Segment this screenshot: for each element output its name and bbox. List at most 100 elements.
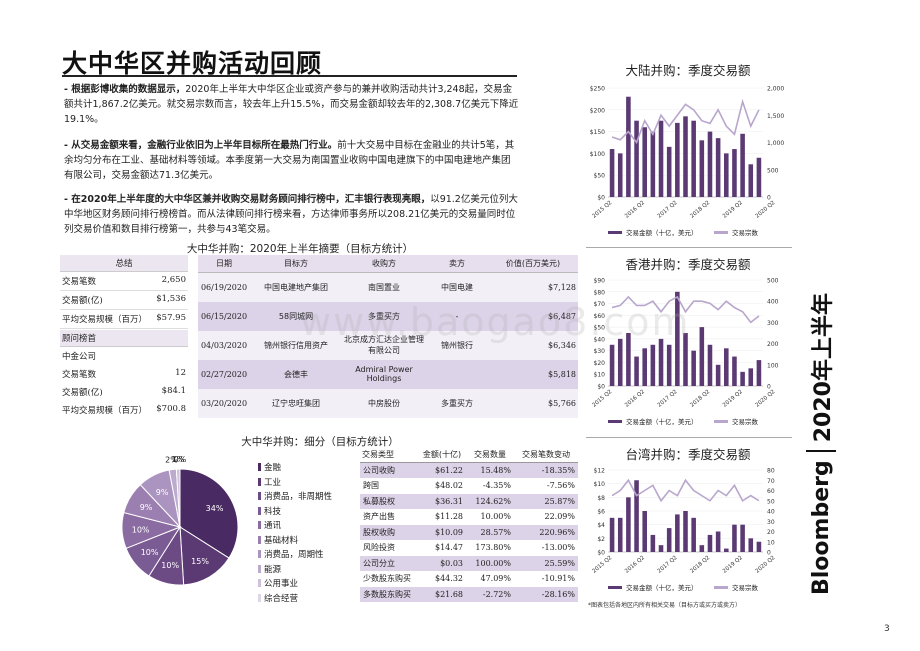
chart-divider [586, 437, 792, 438]
legend-item: 能源 [258, 562, 332, 577]
deal-count-change: -4.35% [482, 481, 511, 491]
y-left-tick: $30 [594, 348, 606, 355]
col-count: 交易数量 [466, 447, 514, 463]
pie-slice-label: 0% [174, 455, 187, 464]
x-tick: 2019 Q2 [722, 389, 744, 409]
chart-mainland: $0 $50 $100 $150 $200 $250 0 500 1,000 1,500 2,000… [590, 86, 785, 238]
legend-swatch [258, 564, 261, 573]
bar [724, 348, 729, 386]
bar [626, 497, 631, 552]
table-row: 私募股权 $36.31 124.62% 25.87% [360, 493, 578, 509]
y-left-tick: $0 [597, 195, 605, 202]
watermark: www.baogao8.com [300, 300, 691, 344]
legend-label: 交易金额（十亿，美元） [626, 228, 698, 237]
x-tick: 2015 Q2 [591, 389, 613, 409]
deal-value: $5,766 [488, 388, 578, 418]
deal-amount: $14.47 [435, 543, 463, 553]
y-left-tick: $2 [597, 536, 605, 543]
deal-amount: $44.32 [435, 574, 463, 584]
y-left-tick: $0 [597, 550, 605, 557]
bar [626, 96, 631, 197]
adviser-label: 交易笔数 [62, 370, 97, 380]
bar [756, 360, 762, 386]
deal-target: 中国电建地产集团 [250, 272, 342, 302]
legend-label: 交易宗数 [732, 417, 759, 426]
table-row: 股权收购 $10.09 28.57% 220.96% [360, 524, 578, 540]
legend-swatch [258, 506, 261, 515]
x-tick: 2017 Q2 [657, 555, 679, 575]
deal-type: 私募股权 [360, 493, 418, 509]
table-header-row: 交易类型 金额(十亿) 交易数量 交易笔数变动 [360, 447, 578, 463]
paragraph-1-lead: - 根据彭博收集的数据显示， [64, 84, 186, 95]
bar [683, 511, 688, 552]
bar [658, 338, 664, 386]
deal-target: 58同城网 [250, 301, 342, 331]
totals-header: 总结 [60, 255, 188, 272]
deal-target: 锦州银行信用资产 [250, 330, 342, 360]
pie-slice-label: 9% [156, 488, 169, 497]
top-deals-table: 日期 目标方 收购方 卖方 价值(百万美元) 06/19/2020 中国电建地产集… [198, 255, 578, 418]
totals-value: $1,536 [156, 294, 186, 304]
legend-swatch [258, 521, 261, 530]
chart-taiwan-title: 台湾并购：季度交易额 [625, 447, 751, 462]
adviser-label: 平均交易规模（百万） [62, 406, 148, 416]
bar [650, 131, 656, 197]
deal-value: $6,487 [488, 301, 578, 331]
adviser-header: 顾问榜首 [60, 330, 188, 347]
deal-seller: 多重买方 [426, 388, 488, 418]
bar [740, 371, 745, 386]
totals-row: 交易额(亿) $1,536 [60, 291, 188, 310]
totals-label: 平均交易规模（百万） [62, 315, 148, 325]
deal-value: $7,128 [488, 272, 578, 302]
legend-label: 消费品，周期性 [264, 550, 324, 561]
legend-item: 消费品，周期性 [258, 547, 332, 562]
bar [617, 338, 623, 386]
bar [748, 164, 754, 197]
y-right-tick: 20 [767, 529, 775, 536]
table-row: 03/20/2020 辽宁忠旺集团 中房股份 多重买方 $5,766 [198, 388, 578, 418]
legend-label: 交易宗数 [732, 228, 759, 237]
legend-item: 通讯 [258, 518, 332, 533]
deal-number-change: 25.59% [514, 555, 578, 571]
paragraph-3-lead: - 在2020年上半年度的大中华区兼并收购交易财务顾问排行榜中，汇丰银行表现亮眼… [64, 194, 431, 205]
deal-amount: $36.31 [418, 493, 466, 509]
x-tick: 2018 Q2 [689, 200, 711, 220]
deal-acquirer: Admiral Power Holdings [342, 359, 426, 389]
y-right-tick: 30 [767, 519, 775, 526]
table-header-row: 日期 目标方 收购方 卖方 价值(百万美元) [198, 255, 578, 273]
y-left-tick: $250 [590, 86, 605, 93]
totals-label: 交易额(亿) [62, 296, 103, 306]
side-brand-label: Bloomberg 2020年上半年 [800, 50, 842, 595]
legend-swatch [714, 231, 728, 234]
paragraph-1-body: 2020年上半年大中华区企业或资产参与的兼并收购活动共计3,248起，交易金额共… [64, 84, 519, 125]
deal-number-change: -18.35% [514, 462, 578, 478]
deal-number-change: -10.91% [541, 574, 575, 584]
bar [691, 517, 696, 552]
y-right-tick: 300 [767, 320, 779, 327]
deal-date: 03/20/2020 [198, 388, 250, 418]
table-row: 06/19/2020 中国电建地产集团 南国置业 中国电建 $7,128 [198, 272, 578, 302]
x-tick: 2019 Q2 [722, 555, 744, 575]
bar [666, 344, 672, 386]
col-target: 目标方 [250, 255, 342, 273]
brand-separator [806, 450, 836, 453]
y-right-tick: 0 [767, 550, 771, 557]
legend-label: 消费品，非周期性 [264, 492, 333, 503]
bar [748, 368, 754, 386]
y-left-tick: $10 [594, 372, 606, 379]
col-date: 日期 [198, 255, 250, 273]
y-left-tick: $60 [594, 313, 606, 320]
deal-date: 06/15/2020 [198, 301, 250, 331]
bar [699, 545, 705, 552]
bar [617, 153, 623, 197]
brand-name: Bloomberg [808, 460, 834, 595]
paragraph-1: - 根据彭博收集的数据显示，2020年上半年大中华区企业或资产参与的兼并收购活动… [64, 82, 519, 127]
deal-count-change: 173.80% [475, 543, 511, 553]
bar [626, 333, 631, 386]
y-left-tick: $50 [594, 325, 606, 332]
deal-type: 公司分立 [360, 555, 418, 571]
legend-label: 交易宗数 [732, 583, 759, 592]
legend-label: 通讯 [264, 521, 282, 532]
summary-adviser: 顾问榜首 中金公司 交易笔数 12 交易额(亿) $84.1 平均交易规模（百万） $… [60, 330, 188, 419]
y-right-tick: 10 [767, 539, 775, 546]
